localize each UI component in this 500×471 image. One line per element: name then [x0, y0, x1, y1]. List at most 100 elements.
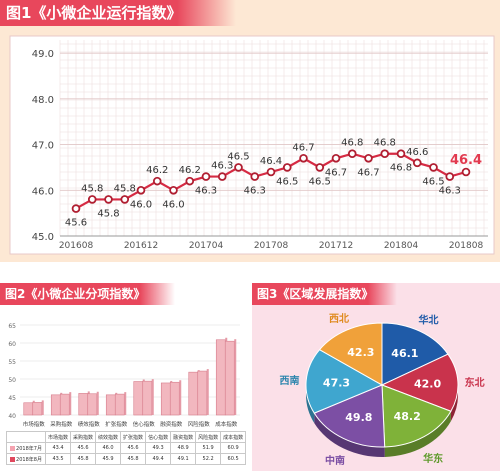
y-tick-label: 49.0: [32, 49, 54, 60]
data-point: [380, 149, 390, 159]
data-label: 46.3: [211, 161, 233, 172]
bar-side: [151, 379, 154, 415]
table-cell: 49.3: [145, 442, 172, 454]
bar: [188, 371, 199, 416]
category-label: 采购指数: [50, 420, 73, 428]
y-tick-label: 45.0: [32, 232, 54, 243]
data-label: 46.0: [130, 199, 152, 210]
slice-label: 西北: [329, 312, 349, 325]
table-cell: 52.2: [195, 453, 222, 465]
data-point: [87, 195, 97, 204]
slice-value: 47.3: [323, 376, 350, 389]
data-label: 46.5: [309, 176, 331, 187]
data-point: [136, 185, 146, 195]
pie-slice: [318, 322, 383, 386]
x-tick-label: 201804: [384, 241, 419, 251]
data-label: 46.8: [341, 138, 363, 149]
table-cell: 60.5: [220, 453, 247, 465]
data-label: 46.4: [450, 153, 482, 168]
pie-slice: [381, 322, 449, 386]
regional-index-chart: 46.1 华北 42.0 东北 48.2 华东 49.8 中南 47.3 西南 42.3 西北: [279, 312, 485, 467]
sub-index-panel: 图2《小微企业分项指数》 40 45 50 55 60 65 市场指数 采购指数 绩效指数 扩张指…: [0, 283, 248, 471]
data-label: 46.3: [195, 186, 217, 197]
data-label: 46.3: [439, 186, 461, 197]
data-point: [71, 204, 81, 213]
data-label: 45.8: [81, 183, 103, 194]
y-tick-label: 50: [8, 377, 16, 384]
data-label: 45.6: [65, 218, 87, 229]
data-point: [282, 163, 292, 172]
data-point: [120, 195, 130, 204]
data-label: 45.8: [114, 183, 136, 194]
table-cell: 48.9: [170, 442, 197, 454]
table-cell: 45.6: [70, 442, 97, 454]
bar: [59, 393, 70, 416]
data-label: 46.7: [292, 142, 314, 153]
bar: [224, 340, 235, 416]
table-cell: 51.9: [195, 442, 222, 454]
bar: [215, 339, 226, 416]
x-tick-label: 201712: [319, 241, 353, 251]
slice-label: 中南: [325, 454, 345, 467]
bar: [50, 394, 61, 416]
data-label: 46.0: [162, 199, 184, 210]
slice-label: 东北: [465, 376, 485, 389]
pie-slice: [380, 353, 459, 412]
data-point: [299, 153, 308, 163]
y-tick-label: 46.0: [32, 186, 54, 197]
table-row: 2018年7月 43.4 45.6 46.0 45.6 49.3 48.9 51.9 60.9: [6, 442, 247, 454]
table-cell: 45.6: [120, 442, 147, 454]
bar-side: [124, 392, 127, 415]
table-cell: 45.9: [95, 453, 122, 465]
table-header-cell: 融资指数: [170, 431, 197, 443]
data-label: 46.5: [422, 176, 444, 187]
data-point: [201, 172, 211, 181]
table-header-cell: 风险指数: [195, 431, 222, 443]
slice-value: 46.1: [391, 347, 418, 360]
operating-index-chart: 45.0 46.0 47.0 48.0 49.0 201608 201612 201704 20…: [9, 35, 495, 255]
data-label: 46.6: [406, 147, 428, 158]
data-label: 46.3: [244, 186, 266, 197]
legend-swatch: [10, 456, 16, 462]
data-label: 45.8: [97, 208, 119, 219]
category-label: 绩效指数: [78, 420, 101, 428]
legend-swatch: [10, 445, 16, 451]
table-cell: 46.0: [95, 442, 122, 454]
x-tick-label: 201612: [124, 241, 158, 251]
category-label: 信心指数: [133, 420, 156, 428]
data-point: [315, 163, 325, 172]
table-header-cell: 绩效指数: [95, 431, 122, 443]
category-label: 扩张指数: [105, 420, 128, 428]
y-tick-label: 45: [8, 395, 16, 402]
bar: [114, 393, 125, 416]
x-tick-label: 201808: [449, 241, 484, 251]
data-point: [412, 158, 422, 168]
slice-side: [306, 385, 315, 424]
table-header-row: 市场指数 采购指数 绩效指数 扩张指数 信心指数 融资指数 风险指数 成本指数: [6, 431, 247, 443]
series-name: 2018年7月: [16, 445, 42, 452]
pie-slice: [313, 384, 386, 448]
category-label: 市场指数: [23, 420, 46, 428]
category-label: 融资指数: [160, 420, 183, 428]
table-header-cell: 扩张指数: [120, 431, 147, 443]
panel1-title: 图1《小微企业运行指数》: [0, 0, 236, 26]
x-tick-label: 201704: [189, 241, 224, 251]
data-label: 46.5: [276, 176, 298, 187]
data-point: [266, 167, 276, 177]
slice-value: 49.8: [345, 411, 372, 424]
bar-side: [69, 392, 72, 415]
table-row: 2018年8月 43.5 45.8 45.9 45.8 49.4 49.1 52.2 60.5: [6, 453, 247, 465]
pie-slice: [381, 384, 452, 448]
pie-slice: [305, 349, 384, 414]
regional-index-panel: 图3《区域发展指数》 46.1 华北 42.0 东北 48.2 华东 49.8 中南 47.3 西…: [252, 283, 500, 471]
bar-side: [96, 391, 99, 415]
table-header-cell: 信心指数: [145, 431, 172, 443]
slice-side: [450, 385, 458, 422]
table-cell: 45.8: [70, 453, 97, 465]
data-label: 46.4: [260, 156, 282, 167]
slice-label: 西南: [279, 374, 299, 387]
data-point: [461, 167, 471, 177]
table-cell: 49.1: [170, 453, 197, 465]
table-cell: 49.4: [145, 453, 172, 465]
x-tick-label: 201708: [254, 241, 289, 251]
